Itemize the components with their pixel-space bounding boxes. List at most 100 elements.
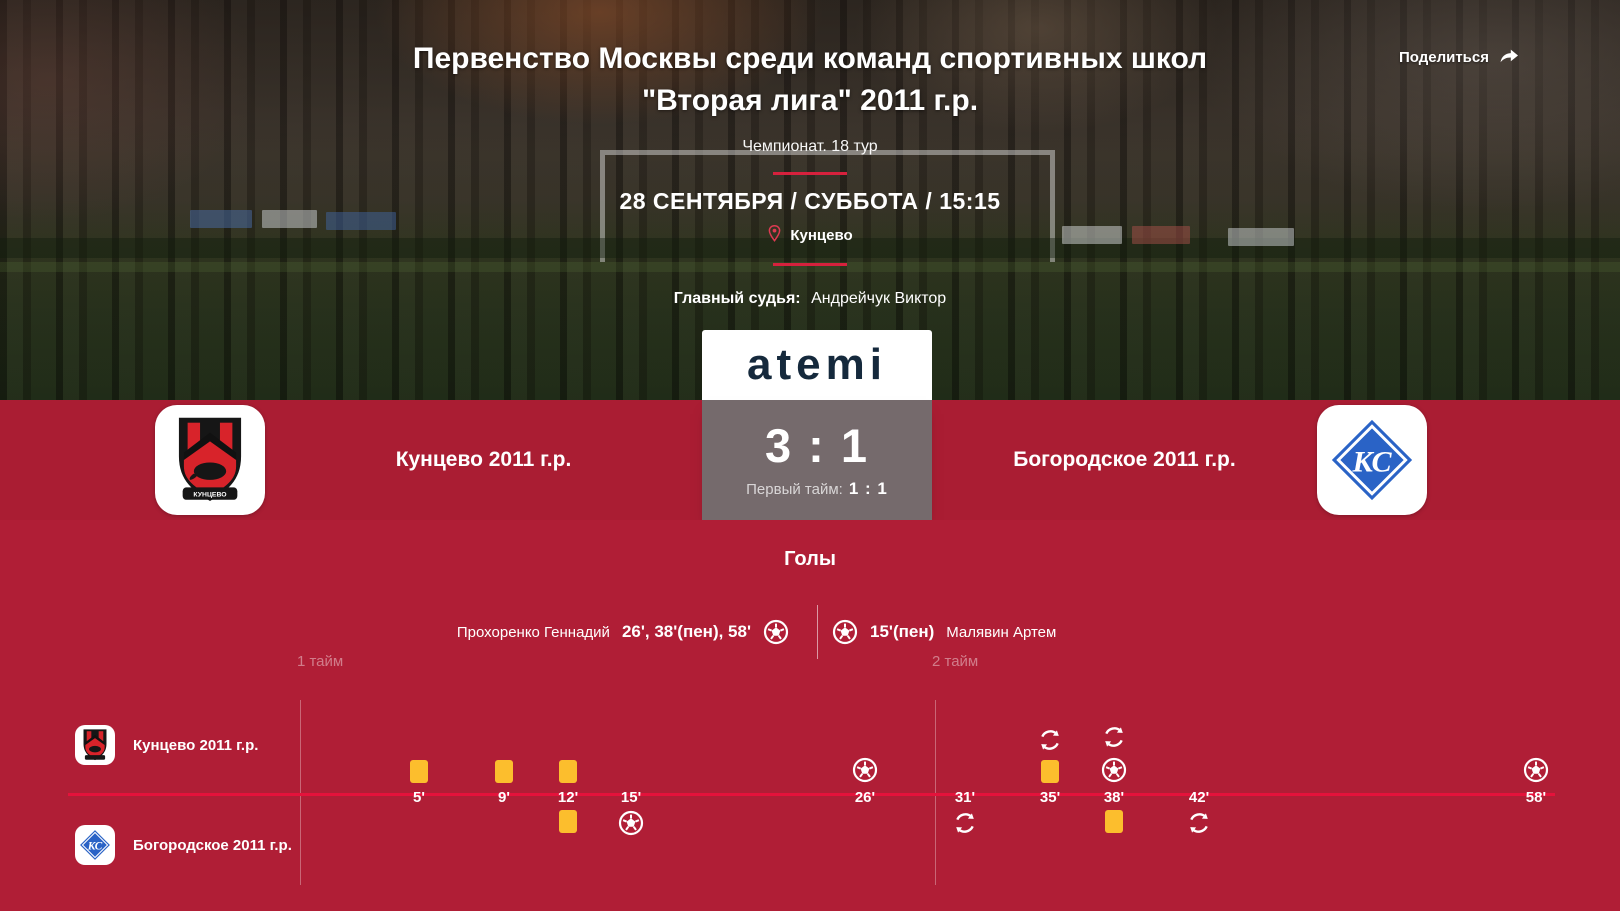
timeline-event-home — [1037, 727, 1063, 783]
minute-label: 12' — [557, 789, 579, 806]
minute-label: 58' — [1525, 789, 1547, 806]
minute-label: 5' — [413, 789, 425, 806]
half-divider — [299, 700, 301, 885]
timeline-away-team-name[interactable]: Богородское 2011 г.р. — [133, 836, 292, 854]
goals-row: Прохоренко Геннадий 26', 38'(пен), 58' 1… — [0, 604, 1620, 660]
yellow-card-icon — [559, 810, 578, 833]
first-half-score: 1 : 1 — [848, 479, 888, 498]
minute-label: 38' — [1103, 789, 1125, 806]
minute-label: 15' — [620, 789, 642, 806]
goal-ball-icon — [1101, 757, 1127, 783]
ad-banner — [1132, 226, 1190, 244]
home-team-logo[interactable]: КУНЦЕВО — [155, 405, 265, 515]
timeline-home-team-name[interactable]: Кунцево 2011 г.р. — [133, 736, 259, 754]
ad-banner — [1062, 226, 1122, 244]
referee-row: Главный судья: Андрейчук Виктор — [0, 290, 1620, 308]
timeline-event-away — [559, 810, 578, 833]
timeline-event-away — [618, 810, 644, 836]
kuntsevo-crest-icon: КУНЦЕВО — [178, 417, 242, 502]
share-button[interactable]: Поделиться — [1399, 46, 1520, 68]
share-label: Поделиться — [1398, 48, 1489, 66]
half-label: 1 тайм — [296, 653, 344, 670]
away-team-mini-logo[interactable]: КС — [75, 825, 115, 865]
referee-name[interactable]: Андрейчук Виктор — [811, 290, 947, 307]
sponsor-logo-box: atemi — [702, 330, 932, 400]
fence — [0, 238, 1620, 258]
substitution-icon — [1190, 813, 1208, 833]
minute-label: 26' — [854, 789, 876, 806]
timeline-event-away — [1186, 810, 1212, 836]
bogorodskoe-crest-icon: КС — [1331, 419, 1413, 501]
yellow-card-icon — [559, 760, 578, 783]
away-goals: 15'(пен) Малявин Артем — [817, 604, 1056, 660]
svg-text:КС: КС — [1351, 444, 1392, 478]
substitution-icon — [956, 813, 974, 833]
timeline-away-team: КС Богородское 2011 г.р. — [75, 825, 292, 865]
location-pin-icon — [767, 224, 782, 247]
match-detail: Голы Прохоренко Геннадий 26', 38'(пен), … — [0, 520, 1620, 911]
minute-label: 31' — [954, 789, 976, 806]
grass-line — [0, 262, 1620, 272]
match-score: 3 : 1 — [764, 419, 870, 472]
page-title-line2: "Вторая лига" 2011 г.р. — [641, 84, 979, 117]
yellow-card-icon — [1104, 810, 1123, 833]
goal-ball-icon — [1523, 757, 1549, 783]
minute-label: 42' — [1188, 789, 1210, 806]
home-team-name[interactable]: Кунцево 2011 г.р. — [395, 448, 572, 471]
goal-ball-icon — [832, 619, 858, 645]
atemi-logo: atemi — [747, 340, 887, 389]
round-label: Чемпионат. 18 тур — [742, 138, 878, 155]
divider-line — [773, 172, 847, 175]
timeline-event-away — [952, 810, 978, 836]
bogorodskoe-crest-icon: КС — [80, 830, 110, 860]
first-half-score-row: Первый тайм: 1 : 1 — [746, 479, 888, 499]
ad-banner — [190, 210, 252, 228]
hero-header: Первенство Москвы среди команд спортивны… — [0, 0, 1620, 400]
timeline-event-home — [852, 757, 878, 783]
away-team-logo[interactable]: КС — [1317, 405, 1427, 515]
first-half-label: Первый тайм: — [746, 481, 843, 498]
goals-divider — [817, 605, 818, 659]
timeline-event-home — [1101, 724, 1127, 783]
divider-line — [773, 263, 847, 266]
away-team-name[interactable]: Богородское 2011 г.р. — [1013, 448, 1236, 471]
home-scorer-name[interactable]: Прохоренко Геннадий — [456, 623, 610, 641]
ad-banner — [326, 212, 396, 230]
hero-content: Первенство Москвы среди команд спортивны… — [0, 0, 1620, 400]
minute-label: 9' — [497, 789, 510, 806]
referee-label: Главный судья: — [673, 290, 801, 307]
timeline-home-team: Кунцево 2011 г.р. — [75, 725, 258, 765]
half-divider — [935, 700, 936, 885]
home-goals: Прохоренко Геннадий 26', 38'(пен), 58' — [457, 604, 803, 660]
timeline-axis — [68, 793, 1555, 796]
kuntsevo-crest-icon — [83, 729, 107, 761]
venue-name: Кунцево — [790, 227, 853, 244]
match-datetime: 28 СЕНТЯБРЯ / СУББОТА / 15:15 — [619, 188, 1001, 214]
score-band: КУНЦЕВО Кунцево 2011 г.р. 3 : 1 Первый т… — [0, 400, 1620, 520]
share-arrow-icon — [1498, 46, 1520, 68]
goalpost — [600, 150, 1055, 262]
timeline-track: Кунцево 2011 г.р. КС Богородское 2011 г.… — [65, 640, 1555, 900]
goal-ball-icon — [852, 757, 878, 783]
svg-text:КУНЦЕВО: КУНЦЕВО — [193, 492, 227, 499]
home-team-mini-logo[interactable] — [75, 725, 115, 765]
timeline-event-home — [1523, 757, 1549, 783]
yellow-card-icon — [1041, 760, 1060, 783]
goal-ball-icon — [763, 619, 789, 645]
timeline-event-away — [1104, 810, 1123, 833]
svg-text:КС: КС — [87, 840, 103, 852]
timeline-event-home — [559, 760, 578, 783]
score-panel: 3 : 1 Первый тайм: 1 : 1 — [702, 400, 932, 520]
timeline-event-home — [410, 760, 429, 783]
home-goal-minutes: 26', 38'(пен), 58' — [621, 622, 751, 641]
away-scorer-name[interactable]: Малявин Артем — [946, 623, 1057, 641]
page-title: Первенство Москвы среди команд спортивны… — [0, 0, 1620, 122]
goal-ball-icon — [618, 810, 644, 836]
venue-row: Кунцево — [0, 224, 1620, 247]
yellow-card-icon — [494, 760, 513, 783]
substitution-icon — [1041, 730, 1059, 750]
away-goal-minutes: 15'(пен) — [870, 622, 935, 641]
goals-title: Голы — [784, 548, 836, 570]
ad-banner — [1228, 228, 1294, 246]
